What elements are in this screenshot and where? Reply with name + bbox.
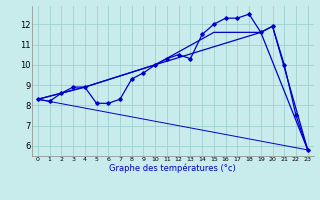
X-axis label: Graphe des températures (°c): Graphe des températures (°c) [109,164,236,173]
